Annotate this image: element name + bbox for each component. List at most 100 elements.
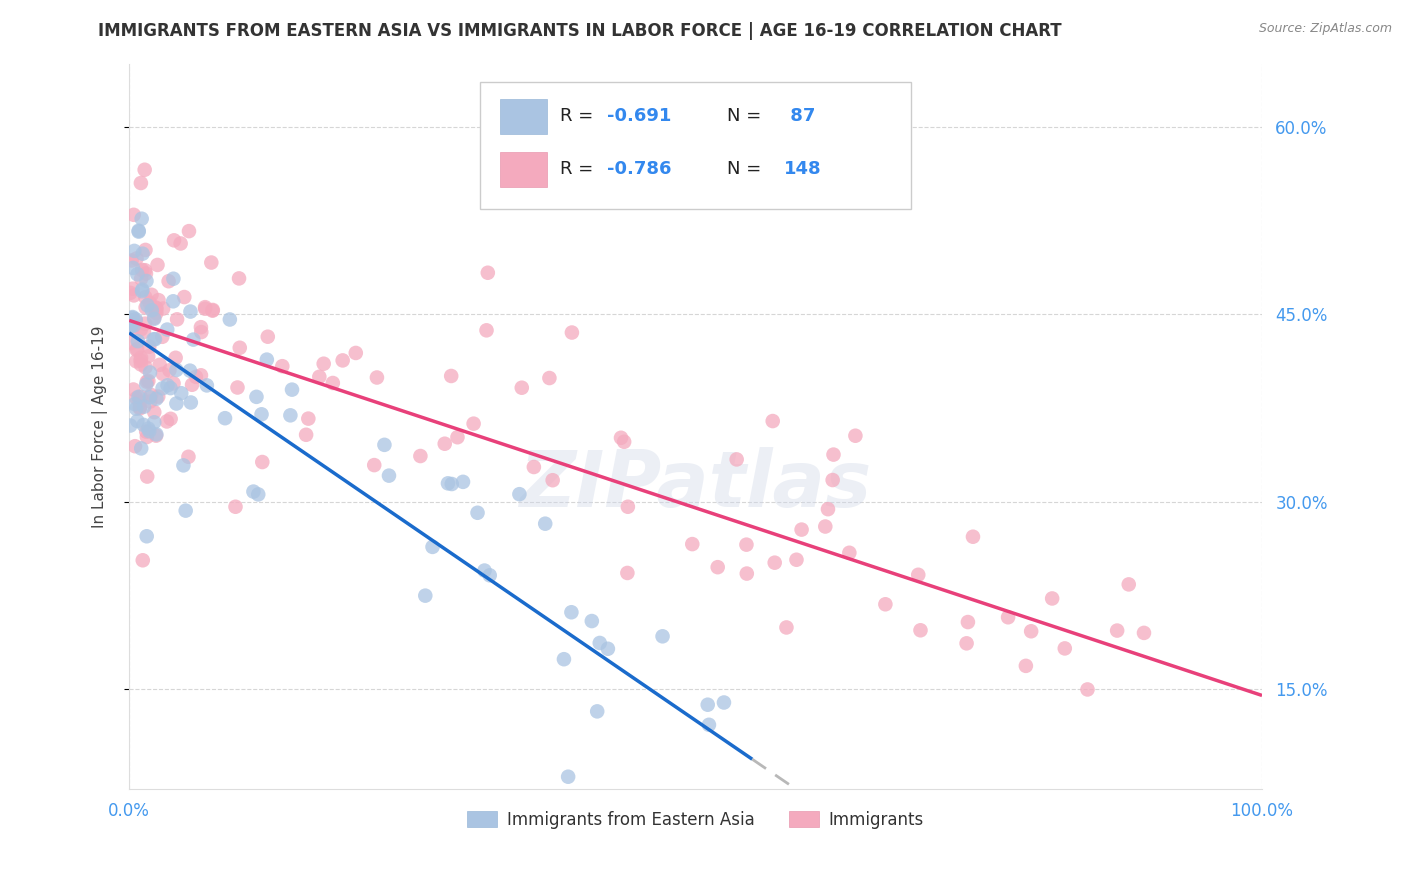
Point (122, 208, 145, 222)
Point (477, 266, 499, 280)
Point (817, 502, 839, 516)
Point (617, 500, 640, 514)
Text: ZIPatlas: ZIPatlas (519, 447, 872, 523)
Point (613, 434, 636, 449)
Point (1118, 577, 1140, 591)
Point (467, 506, 489, 520)
Point (409, 449, 432, 463)
Point (139, 366, 162, 380)
Point (174, 503, 197, 517)
Point (962, 530, 984, 544)
Point (344, 346, 367, 360)
Point (183, 333, 205, 347)
Point (124, 397, 146, 411)
Point (252, 455, 274, 469)
Point (122, 260, 145, 275)
Point (134, 317, 156, 331)
Point (179, 304, 201, 318)
Point (1107, 624, 1129, 638)
Point (125, 354, 148, 368)
Point (875, 597, 897, 611)
Text: R =: R = (560, 107, 599, 125)
Point (463, 417, 485, 431)
Point (122, 318, 145, 332)
Point (814, 519, 837, 533)
Bar (499, 99, 547, 134)
Point (128, 395, 150, 409)
Point (134, 290, 156, 304)
Point (735, 566, 758, 581)
Point (121, 335, 143, 350)
Point (152, 381, 174, 395)
Point (159, 412, 181, 426)
Point (474, 564, 496, 578)
Point (128, 400, 150, 414)
Point (1015, 658, 1038, 673)
Point (256, 352, 278, 367)
Point (1076, 682, 1098, 697)
Point (138, 424, 160, 438)
Point (165, 363, 187, 377)
Point (1133, 626, 1156, 640)
Point (122, 318, 145, 333)
Point (177, 450, 200, 464)
Point (127, 342, 149, 356)
FancyBboxPatch shape (481, 82, 911, 209)
Point (136, 349, 159, 363)
Point (616, 566, 638, 580)
Point (681, 537, 703, 551)
Point (214, 411, 236, 425)
Point (141, 287, 163, 301)
Point (838, 546, 860, 560)
Point (121, 310, 143, 324)
Point (132, 400, 155, 414)
Point (135, 267, 157, 281)
Point (523, 460, 546, 475)
Point (586, 704, 609, 718)
Point (139, 390, 162, 404)
Point (135, 375, 157, 389)
Text: N =: N = (727, 161, 768, 178)
Point (561, 326, 583, 340)
Point (156, 378, 179, 392)
Text: -0.786: -0.786 (607, 161, 672, 178)
Text: 87: 87 (785, 107, 815, 125)
Point (120, 285, 142, 300)
Point (131, 283, 153, 297)
Point (177, 224, 200, 238)
Point (763, 556, 786, 570)
Point (228, 271, 250, 285)
Point (706, 560, 728, 574)
Point (508, 487, 530, 501)
Point (557, 770, 579, 784)
Point (141, 303, 163, 318)
Point (1040, 591, 1063, 606)
Point (148, 390, 170, 404)
Point (190, 368, 212, 383)
Point (145, 301, 167, 316)
Point (697, 718, 720, 732)
Point (735, 538, 758, 552)
Point (159, 363, 181, 377)
Point (256, 329, 278, 343)
Point (159, 381, 181, 395)
Point (145, 428, 167, 442)
Point (195, 378, 218, 392)
Point (143, 310, 166, 325)
Point (194, 301, 217, 316)
Point (190, 325, 212, 339)
Point (162, 294, 184, 309)
Point (312, 357, 335, 371)
Point (446, 430, 468, 444)
Point (157, 274, 180, 288)
Point (127, 267, 149, 281)
Point (366, 370, 388, 384)
Point (1053, 641, 1076, 656)
Point (790, 523, 813, 537)
Point (440, 477, 463, 491)
Text: N =: N = (727, 107, 768, 125)
Point (138, 422, 160, 436)
Point (127, 334, 149, 348)
Point (143, 332, 166, 346)
Point (143, 415, 166, 429)
